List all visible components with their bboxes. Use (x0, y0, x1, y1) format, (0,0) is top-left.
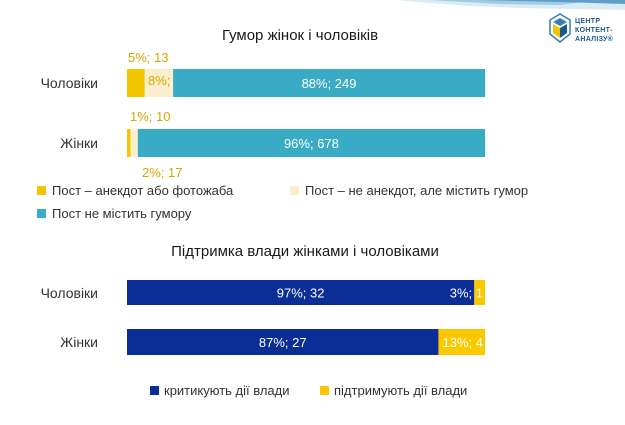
legend-label-no-humor: Пост не містить гумору (52, 206, 192, 221)
logo-mark-left (553, 24, 560, 38)
legend-swatch-criticize (150, 386, 159, 395)
chart-1-label-1-0: 1%; 10 (130, 109, 170, 124)
chart-1-category-women: Жінки (60, 135, 98, 151)
chart-2-label-0-0: 97%; 32 (277, 286, 325, 301)
chart-1-bar-1-2 (137, 129, 485, 157)
legend-label-humor: Пост – не анекдот, але містить гумор (305, 183, 528, 198)
logo-mark-top (553, 18, 567, 26)
chart-1-bar-0-1 (144, 69, 174, 97)
chart-1-bar-0-0 (127, 69, 145, 97)
legend-swatch-joke (37, 186, 46, 195)
chart-2-legend: критикують дії влади підтримують дії вла… (150, 383, 467, 398)
chart-2-label-0-1: 3%; 1 (450, 286, 483, 301)
legend-swatch-support (320, 386, 329, 395)
chart-1-label-0-2: 88%; 249 (302, 76, 357, 91)
chart-2-bar-0-0 (127, 280, 475, 305)
chart-2-bar-1-0 (127, 329, 439, 355)
chart-2-title: Підтримка влади жінками і чоловіками (171, 243, 439, 260)
chart-1-label-0-0: 5%; 13 (128, 50, 168, 65)
chart-2-category-men: Чоловіки (41, 285, 98, 301)
legend-label-joke: Пост – анекдот або фотожаба (52, 183, 234, 198)
legend-label-support: підтримують дії влади (334, 383, 467, 398)
chart-1-bar-0-2 (173, 69, 485, 97)
chart-2-bar-1-1 (438, 329, 485, 355)
chart-1-bar-1-1 (130, 129, 138, 157)
chart-2-bar-0-1 (474, 280, 485, 305)
logo-line-1: ЦЕНТР (575, 18, 600, 25)
chart-1-label-1-2: 96%; 678 (284, 136, 339, 151)
logo-mark-right (560, 24, 567, 38)
chart-1-category-men: Чоловіки (41, 75, 98, 91)
humor-chart: Гумор жінок і чоловіків Чоловіки Жінки 5… (37, 27, 528, 221)
chart-2-label-1-0: 87%; 27 (259, 335, 307, 350)
logo: ЦЕНТР КОНТЕНТ- АНАЛІЗУ® (549, 13, 614, 43)
header-decoration (395, 0, 625, 10)
chart-1-legend: Пост – анекдот або фотожаба Пост – не ан… (37, 183, 528, 221)
legend-label-criticize: критикують дії влади (164, 383, 290, 398)
support-chart: Підтримка влади жінками і чоловіками Чол… (41, 243, 485, 398)
legend-swatch-no-humor (37, 209, 46, 218)
chart-2-category-women: Жінки (60, 334, 98, 350)
legend-swatch-humor (290, 186, 299, 195)
chart-2-label-1-1: 13%; 4 (443, 335, 483, 350)
logo-line-2: КОНТЕНТ- (575, 27, 613, 34)
chart-1-title: Гумор жінок і чоловіків (222, 27, 378, 44)
chart-1-bar-1-0 (127, 129, 131, 157)
chart-1-label-1-1: 2%; 17 (142, 165, 182, 180)
logo-line-3: АНАЛІЗУ® (575, 35, 614, 43)
